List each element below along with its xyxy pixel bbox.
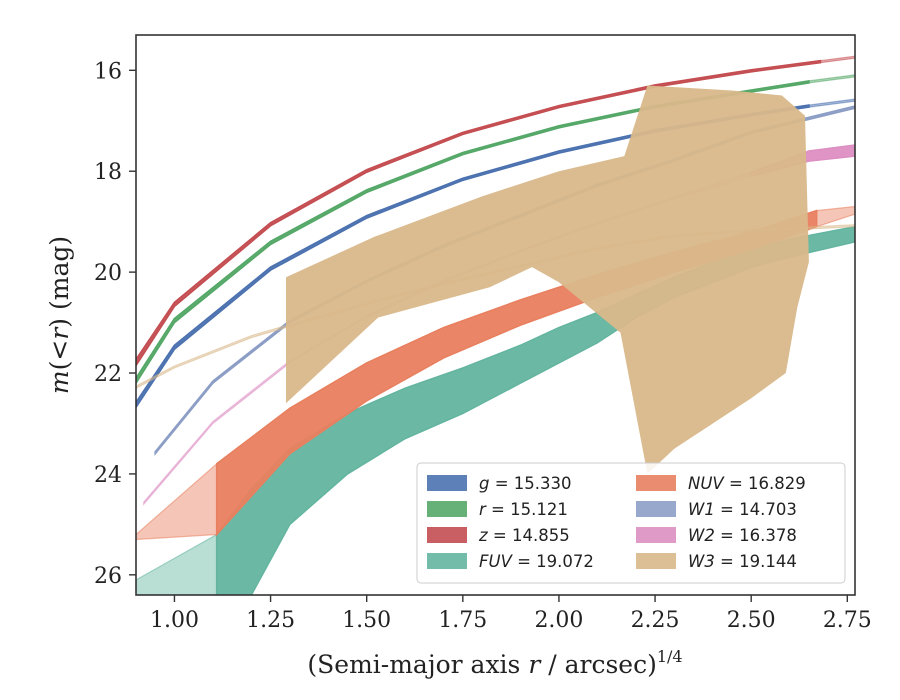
x-axis-title: (Semi-major axis r / arcsec)1/4 [307,647,682,679]
y-tick-label: 26 [94,564,122,589]
legend-item-w3: W3 = 19.144 [636,552,797,571]
y-axis-title: m(<r) (mag) [45,236,74,394]
y-tick-label: 20 [94,261,122,286]
x-tick-label: 1.75 [438,608,487,633]
series-w3 [136,85,855,474]
legend-label: FUV = 19.072 [479,552,594,571]
legend-label: r = 15.121 [479,500,568,519]
x-axis: 1.00 1.25 1.50 1.75 2.00 2.25 2.50 2.75 [150,595,872,633]
plot-frame [135,34,856,596]
x-tick-label: 2.75 [823,608,872,633]
legend-item-r: r = 15.121 [427,500,568,519]
legend-label: W3 = 19.144 [688,552,797,571]
legend-swatch [636,475,676,491]
y-tick-label: 22 [94,362,122,387]
legend: g = 15.330 NUV = 16.829 r = 15.121 W1 = 14.… [416,462,846,584]
y-tick-label: 18 [94,160,122,185]
legend-swatch [427,475,467,491]
x-tick-label: 2.00 [534,608,583,633]
legend-swatch [427,527,467,543]
legend-label: W2 = 16.378 [688,526,797,545]
y-tick-label: 16 [94,59,122,84]
legend-swatch [427,501,467,517]
series-r-measured-band [136,79,810,385]
legend-item-w1: W1 = 14.703 [636,500,797,519]
x-tick-label: 2.50 [727,608,776,633]
y-tick-label: 24 [94,463,122,488]
legend-label: NUV = 16.829 [688,474,806,493]
legend-item-z: z = 14.855 [427,526,570,545]
legend-label: g = 15.330 [479,474,572,493]
legend-label: W1 = 14.703 [688,500,797,519]
series-r [136,74,855,385]
series-z-measured-band [136,59,822,367]
legend-swatch [636,553,676,569]
legend-item-nuv: NUV = 16.829 [636,474,806,493]
series-fuv-measured-band [215,225,855,595]
legend-box [416,462,846,584]
y-axis: 16 18 20 22 24 26 [94,59,136,589]
x-tick-label: 1.25 [246,608,295,633]
legend-item-w2: W2 = 16.378 [636,526,797,545]
series-g-measured-band [136,104,810,409]
x-tick-label: 1.50 [342,608,391,633]
series-g [136,98,855,409]
legend-label: z = 14.855 [478,526,570,545]
legend-item-g: g = 15.330 [427,474,572,493]
legend-swatch [427,553,467,569]
legend-item-fuv: FUV = 19.072 [427,552,594,571]
series-w3-measured-band [286,85,809,474]
series-fuv [136,225,855,595]
x-tick-label: 1.00 [150,608,199,633]
plot-area [136,55,855,595]
series-z [136,55,855,367]
legend-swatch [636,527,676,543]
legend-swatch [636,501,676,517]
x-tick-label: 2.25 [631,608,680,633]
